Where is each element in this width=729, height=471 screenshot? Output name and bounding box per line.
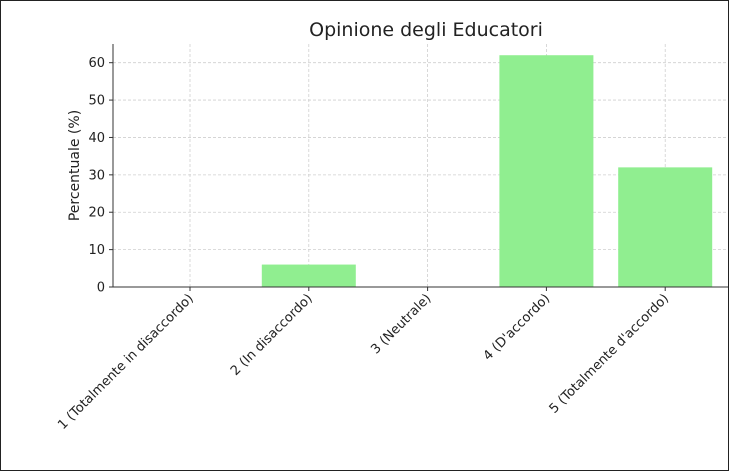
x-tick-label: 3 (Neutrale) — [368, 291, 434, 357]
y-tick-label: 30 — [88, 168, 105, 183]
x-tick-label: 1 (Totalmente in disaccordo) — [55, 291, 197, 433]
x-tick-label: 5 (Totalmente d'accordo) — [547, 291, 672, 416]
y-axis-label: Percentuale (%) — [67, 110, 83, 221]
chart-title: Opinione degli Educatori — [309, 19, 543, 41]
bars-layer — [262, 55, 712, 287]
y-tick-label: 0 — [97, 281, 105, 296]
y-tick-label: 20 — [88, 206, 105, 221]
y-tick-label: 50 — [88, 94, 105, 109]
x-tick-label: 2 (In disaccordo) — [228, 291, 316, 379]
x-tick-label: 4 (D'accordo) — [481, 291, 554, 364]
y-tick-label: 10 — [88, 243, 105, 258]
bar — [499, 55, 593, 287]
bar — [618, 167, 712, 287]
y-tick-label: 40 — [88, 131, 105, 146]
bar — [262, 265, 356, 287]
y-tick-label: 60 — [88, 56, 105, 71]
